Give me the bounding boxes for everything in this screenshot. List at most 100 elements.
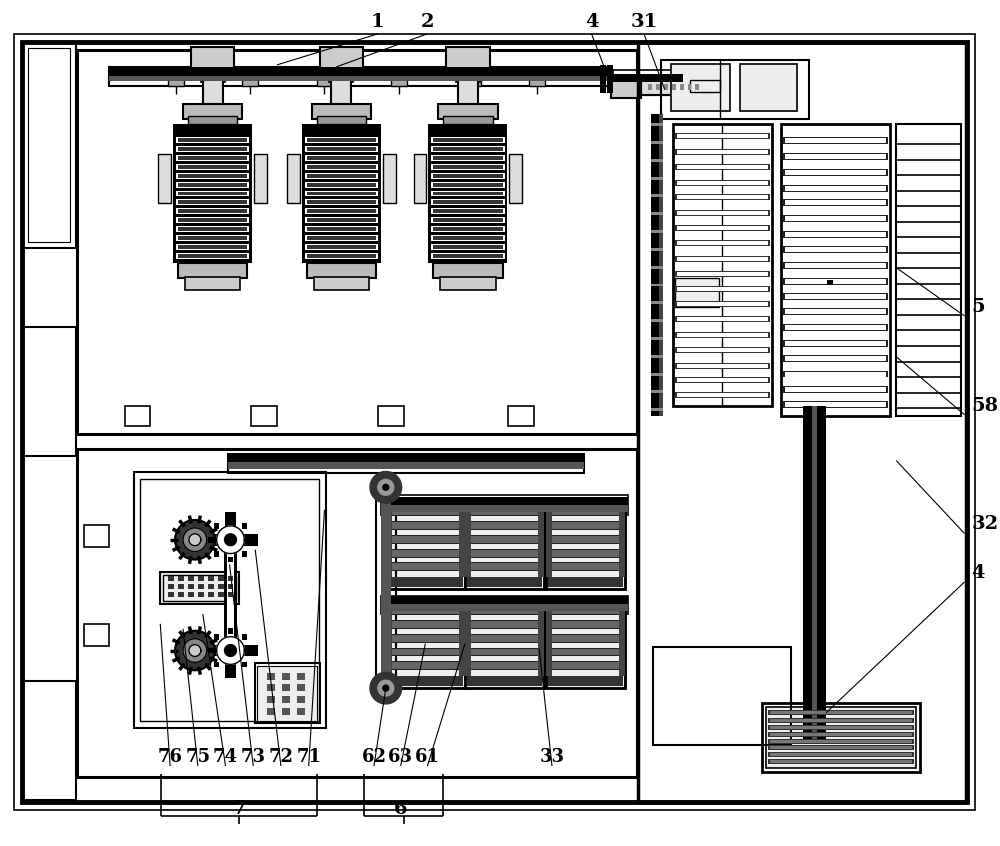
Bar bbox=[178, 245, 247, 249]
Bar bbox=[158, 154, 171, 203]
Bar bbox=[770, 754, 912, 756]
Bar bbox=[160, 573, 239, 604]
Bar bbox=[431, 253, 505, 259]
Bar bbox=[552, 662, 619, 669]
Bar bbox=[785, 247, 886, 252]
Bar bbox=[392, 536, 459, 542]
Bar bbox=[247, 647, 253, 653]
Bar bbox=[675, 363, 770, 369]
Bar bbox=[677, 257, 768, 261]
Bar bbox=[783, 354, 888, 362]
Bar bbox=[297, 708, 305, 715]
Bar bbox=[548, 577, 623, 587]
Bar bbox=[550, 507, 621, 516]
Bar bbox=[198, 585, 204, 589]
Bar bbox=[785, 325, 886, 330]
Bar bbox=[550, 634, 621, 643]
Bar bbox=[607, 65, 613, 92]
Bar bbox=[267, 684, 275, 691]
Bar bbox=[208, 585, 214, 589]
Bar bbox=[178, 138, 247, 142]
Bar bbox=[305, 155, 378, 161]
Bar bbox=[471, 621, 538, 628]
Bar bbox=[783, 168, 888, 176]
Bar bbox=[390, 535, 461, 544]
Bar bbox=[178, 592, 184, 597]
Bar bbox=[785, 154, 886, 159]
Bar bbox=[176, 190, 249, 196]
Bar bbox=[471, 563, 538, 570]
Bar bbox=[471, 634, 538, 641]
Bar bbox=[77, 50, 637, 434]
Bar bbox=[381, 604, 628, 611]
Bar bbox=[768, 725, 914, 729]
Bar bbox=[783, 200, 888, 206]
Bar bbox=[176, 164, 249, 170]
Bar bbox=[188, 592, 194, 597]
Bar bbox=[783, 184, 888, 191]
Bar bbox=[168, 585, 174, 589]
Bar bbox=[428, 124, 507, 263]
Bar bbox=[431, 208, 505, 214]
Bar bbox=[469, 647, 540, 656]
Polygon shape bbox=[383, 685, 389, 691]
Bar bbox=[267, 708, 275, 715]
Text: 5: 5 bbox=[971, 298, 985, 316]
Bar bbox=[390, 662, 461, 670]
Bar bbox=[307, 227, 376, 231]
Bar bbox=[305, 200, 378, 206]
Text: 6: 6 bbox=[394, 800, 407, 818]
Bar bbox=[228, 592, 233, 597]
Bar bbox=[242, 67, 258, 85]
Bar bbox=[651, 266, 663, 269]
Bar bbox=[388, 676, 463, 686]
Bar bbox=[641, 79, 700, 95]
Bar bbox=[386, 599, 465, 688]
Bar bbox=[381, 596, 628, 604]
Bar bbox=[677, 135, 768, 138]
Bar bbox=[228, 454, 584, 462]
Bar bbox=[297, 684, 305, 691]
Bar bbox=[228, 628, 233, 634]
Bar bbox=[675, 164, 770, 170]
Bar bbox=[552, 649, 619, 656]
Bar bbox=[677, 272, 768, 276]
Bar bbox=[378, 406, 404, 426]
Bar bbox=[651, 319, 663, 322]
Bar bbox=[672, 84, 676, 90]
Text: 2: 2 bbox=[421, 14, 434, 31]
Bar bbox=[431, 190, 505, 196]
Bar bbox=[651, 354, 663, 358]
Bar bbox=[305, 244, 378, 250]
Bar bbox=[228, 557, 233, 563]
Bar bbox=[469, 662, 540, 670]
Bar bbox=[471, 662, 538, 669]
Bar bbox=[827, 279, 833, 285]
Bar bbox=[307, 156, 376, 160]
Bar bbox=[671, 64, 730, 112]
Bar bbox=[188, 585, 194, 589]
Bar bbox=[307, 147, 376, 151]
Bar bbox=[188, 117, 237, 124]
Bar bbox=[675, 271, 770, 277]
Bar bbox=[390, 563, 461, 571]
Polygon shape bbox=[175, 520, 215, 559]
Bar bbox=[329, 70, 353, 82]
Bar bbox=[469, 535, 540, 544]
Bar bbox=[785, 201, 886, 206]
Bar bbox=[331, 74, 351, 109]
Bar bbox=[173, 124, 252, 263]
Bar bbox=[675, 347, 770, 353]
Polygon shape bbox=[189, 645, 201, 656]
Bar bbox=[675, 332, 770, 338]
Bar bbox=[386, 599, 465, 688]
Bar bbox=[538, 512, 544, 577]
Bar bbox=[178, 263, 247, 277]
Bar bbox=[305, 182, 378, 188]
Bar bbox=[471, 536, 538, 542]
Bar bbox=[783, 277, 888, 284]
Bar bbox=[768, 717, 914, 722]
Bar bbox=[613, 74, 683, 82]
Bar bbox=[673, 124, 772, 406]
Bar bbox=[619, 512, 625, 577]
